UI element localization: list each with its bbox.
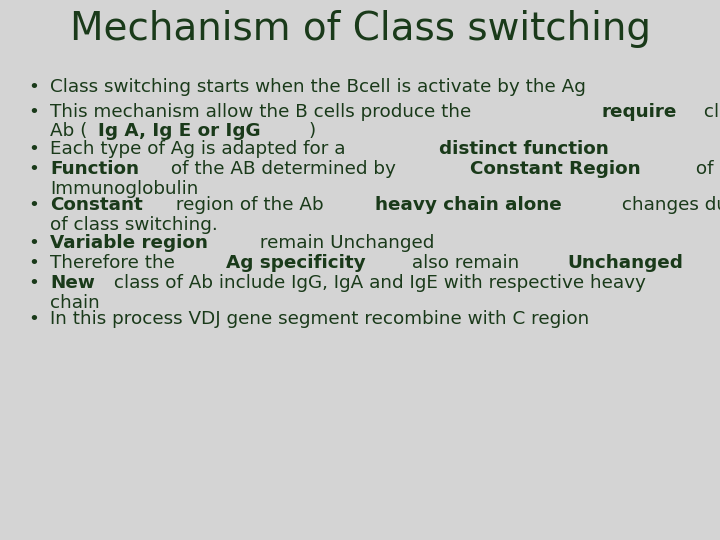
Text: Therefore the: Therefore the [50, 254, 186, 272]
Text: In this process VDJ gene segment recombine with C region: In this process VDJ gene segment recombi… [50, 310, 589, 328]
Text: •: • [28, 310, 39, 328]
Text: changes duration: changes duration [616, 196, 720, 214]
Text: •: • [28, 274, 39, 292]
Text: region of the Ab: region of the Ab [170, 196, 329, 214]
Text: distinct function: distinct function [439, 140, 608, 158]
Text: •: • [28, 140, 39, 158]
Text: of class switching.: of class switching. [50, 215, 217, 233]
Text: Constant: Constant [50, 196, 143, 214]
Text: Mechanism of Class switching: Mechanism of Class switching [70, 10, 650, 48]
Text: Unchanged: Unchanged [568, 254, 683, 272]
Text: class of Ab include IgG, IgA and IgE with respective heavy: class of Ab include IgG, IgA and IgE wit… [108, 274, 646, 292]
Text: Class switching starts when the Bcell is activate by the Ag: Class switching starts when the Bcell is… [50, 78, 586, 96]
Text: chain: chain [50, 294, 100, 312]
Text: •: • [28, 103, 39, 121]
Text: of the AB determined by: of the AB determined by [165, 160, 402, 178]
Text: remain Unchanged: remain Unchanged [253, 234, 434, 252]
Text: require: require [601, 103, 677, 121]
Text: •: • [28, 160, 39, 178]
Text: Immunoglobulin: Immunoglobulin [50, 179, 199, 198]
Text: •: • [28, 196, 39, 214]
Text: Ag specificity: Ag specificity [226, 254, 366, 272]
Text: This mechanism allow the B cells produce the: This mechanism allow the B cells produce… [50, 103, 477, 121]
Text: Ab (: Ab ( [50, 123, 87, 140]
Text: of: of [690, 160, 714, 178]
Text: also remain: also remain [407, 254, 531, 272]
Text: New: New [50, 274, 95, 292]
Text: Constant Region: Constant Region [470, 160, 641, 178]
Text: •: • [28, 234, 39, 252]
Text: •: • [28, 254, 39, 272]
Text: •: • [28, 78, 39, 96]
Text: Function: Function [50, 160, 139, 178]
Text: Each type of Ag is adapted for a: Each type of Ag is adapted for a [50, 140, 351, 158]
Text: class of: class of [698, 103, 720, 121]
Text: heavy chain alone: heavy chain alone [376, 196, 562, 214]
Text: Ig A, Ig E or IgG: Ig A, Ig E or IgG [98, 123, 261, 140]
Text: Variable region: Variable region [50, 234, 208, 252]
Text: ): ) [308, 123, 315, 140]
